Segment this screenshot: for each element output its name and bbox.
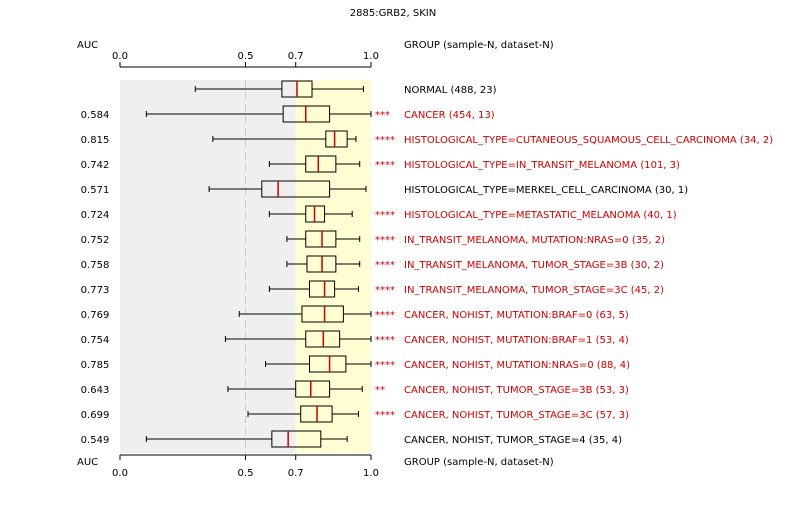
- auc-value: 0.699: [81, 410, 110, 421]
- auc-value: 0.549: [81, 435, 110, 446]
- bottom-tick-label-3: 1.0: [363, 468, 379, 479]
- row-10: 0.754 **** CANCER, NOHIST, MUTATION:BRAF=1…: [81, 330, 629, 348]
- auc-value: 0.752: [81, 235, 110, 246]
- auc-value: 0.773: [81, 285, 110, 296]
- group-label: NORMAL (488, 23): [404, 85, 497, 96]
- row-7: 0.758 **** IN_TRANSIT_MELANOMA, TUMOR_STAG…: [81, 255, 664, 273]
- iqr-box: [305, 155, 337, 173]
- row-5: 0.724 **** HISTOLOGICAL_TYPE=METASTATIC_ME…: [81, 205, 677, 223]
- top-tick-label-3: 1.0: [363, 51, 379, 62]
- significance-stars: ****: [375, 335, 395, 346]
- group-label: CANCER (454, 13): [404, 110, 495, 121]
- bottom-axis: 0.0 0.5 0.7 1.0: [112, 454, 379, 479]
- significance-stars: ****: [375, 360, 395, 371]
- row-14: 0.549 CANCER, NOHIST, TUMOR_STAGE=4 (35, …: [81, 430, 622, 448]
- significance-stars: ****: [375, 210, 395, 221]
- auc-value: 0.758: [81, 260, 110, 271]
- iqr-box: [295, 380, 331, 398]
- row-12: 0.643 ** CANCER, NOHIST, TUMOR_STAGE=3B (5…: [81, 380, 629, 398]
- group-header-bottom: GROUP (sample-N, dataset-N): [404, 457, 554, 468]
- bottom-tick-label-2: 0.7: [288, 468, 304, 479]
- row-1: 0.584 *** CANCER (454, 13): [81, 105, 495, 123]
- top-tick-label-2: 0.7: [288, 51, 304, 62]
- auc-value: 0.571: [81, 185, 110, 196]
- group-label: CANCER, NOHIST, TUMOR_STAGE=3B (53, 3): [404, 385, 629, 396]
- auc-header-bottom: AUC: [77, 457, 98, 468]
- row-8: 0.773 **** IN_TRANSIT_MELANOMA, TUMOR_STAG…: [81, 280, 664, 298]
- auc-header-top: AUC: [77, 40, 98, 51]
- top-axis: 0.0 0.5 0.7 1.0: [112, 51, 379, 68]
- row-4: 0.571 HISTOLOGICAL_TYPE=MERKEL_CELL_CARCI…: [81, 180, 688, 198]
- iqr-box: [301, 305, 344, 323]
- top-tick-label-0: 0.0: [112, 51, 128, 62]
- group-label: IN_TRANSIT_MELANOMA, TUMOR_STAGE=3B (30,…: [404, 260, 664, 271]
- group-label: HISTOLOGICAL_TYPE=CUTANEOUS_SQUAMOUS_CEL…: [404, 135, 773, 146]
- significance-stars: ****: [375, 260, 395, 271]
- significance-stars: ****: [375, 235, 395, 246]
- auc-value: 0.754: [81, 335, 110, 346]
- iqr-box: [325, 130, 348, 148]
- significance-stars: **: [375, 385, 385, 396]
- auc-value: 0.584: [81, 110, 110, 121]
- top-tick-label-1: 0.5: [238, 51, 254, 62]
- auc-value: 0.724: [81, 210, 110, 221]
- shaded-region-1: [295, 80, 371, 453]
- group-label: CANCER, NOHIST, TUMOR_STAGE=3C (57, 3): [404, 410, 629, 421]
- group-header-top: GROUP (sample-N, dataset-N): [404, 40, 554, 51]
- auc-value: 0.769: [81, 310, 110, 321]
- group-label: HISTOLOGICAL_TYPE=METASTATIC_MELANOMA (4…: [404, 210, 677, 221]
- iqr-box: [261, 180, 331, 198]
- significance-stars: ****: [375, 410, 395, 421]
- auc-value: 0.815: [81, 135, 110, 146]
- iqr-box: [309, 355, 347, 373]
- auc-value: 0.785: [81, 360, 110, 371]
- chart-title: 2885:GRB2, SKIN: [350, 8, 436, 19]
- row-0: NORMAL (488, 23): [194, 80, 497, 98]
- iqr-box: [271, 430, 322, 448]
- shaded-regions: [120, 80, 371, 453]
- group-label: IN_TRANSIT_MELANOMA, MUTATION:NRAS=0 (35…: [404, 235, 665, 246]
- significance-stars: ****: [375, 310, 395, 321]
- row-3: 0.742 **** HISTOLOGICAL_TYPE=IN_TRANSIT_ME…: [81, 155, 680, 173]
- group-label: IN_TRANSIT_MELANOMA, TUMOR_STAGE=3C (45,…: [404, 285, 664, 296]
- significance-stars: ****: [375, 285, 395, 296]
- row-11: 0.785 **** CANCER, NOHIST, MUTATION:NRAS=0…: [81, 355, 630, 373]
- iqr-box: [309, 280, 336, 298]
- bottom-tick-label-0: 0.0: [112, 468, 128, 479]
- group-label: CANCER, NOHIST, MUTATION:BRAF=0 (63, 5): [404, 310, 629, 321]
- group-label: CANCER, NOHIST, MUTATION:BRAF=1 (53, 4): [404, 335, 629, 346]
- significance-stars: ***: [375, 110, 390, 121]
- boxplot-rows: NORMAL (488, 23) 0.584 *** CANCER (454, 13)…: [81, 80, 773, 448]
- group-label: HISTOLOGICAL_TYPE=MERKEL_CELL_CARCINOMA …: [404, 185, 688, 196]
- row-6: 0.752 **** IN_TRANSIT_MELANOMA, MUTATION:N…: [81, 230, 665, 248]
- shaded-region-0: [120, 80, 296, 453]
- auc-value: 0.742: [81, 160, 110, 171]
- row-2: 0.815 **** HISTOLOGICAL_TYPE=CUTANEOUS_SQU…: [81, 130, 773, 148]
- row-13: 0.699 **** CANCER, NOHIST, TUMOR_STAGE=3C …: [81, 405, 629, 423]
- group-label: CANCER, NOHIST, TUMOR_STAGE=4 (35, 4): [404, 435, 622, 446]
- iqr-box: [305, 230, 337, 248]
- group-label: HISTOLOGICAL_TYPE=IN_TRANSIT_MELANOMA (1…: [404, 160, 680, 171]
- row-9: 0.769 **** CANCER, NOHIST, MUTATION:BRAF=0…: [81, 305, 629, 323]
- significance-stars: ****: [375, 135, 395, 146]
- significance-stars: ****: [375, 160, 395, 171]
- bottom-tick-label-1: 0.5: [238, 468, 254, 479]
- auc-value: 0.643: [81, 385, 110, 396]
- group-label: CANCER, NOHIST, MUTATION:NRAS=0 (88, 4): [404, 360, 630, 371]
